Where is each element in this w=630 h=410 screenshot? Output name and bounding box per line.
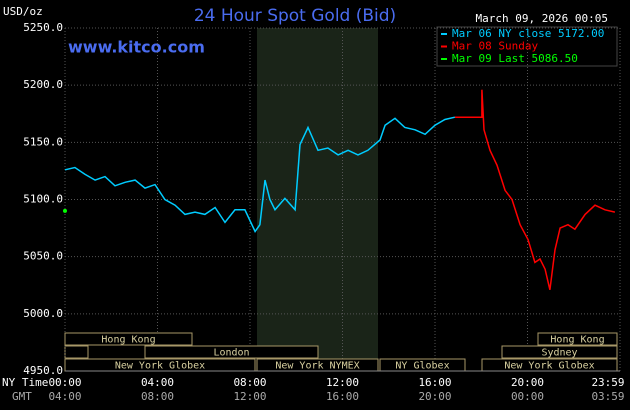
legend-box xyxy=(436,26,618,67)
x-tick-label-gmt: 04:00 xyxy=(48,390,81,403)
session-box xyxy=(64,332,193,346)
session-label: Hong Kong xyxy=(101,335,155,346)
data-point xyxy=(63,208,67,213)
y-tick-label: 5250.0 xyxy=(23,21,63,34)
x-tick-label: 08:00 xyxy=(233,376,266,389)
session-label: New York Globex xyxy=(504,361,594,372)
session-label: Sydney xyxy=(541,348,577,359)
y-tick-label: 5000.0 xyxy=(23,307,63,320)
session-box xyxy=(144,345,319,359)
session-label: Hong Kong xyxy=(550,335,604,346)
session-label: NY Globex xyxy=(395,361,449,372)
x-tick-label: 04:00 xyxy=(141,376,174,389)
session-box xyxy=(501,345,618,359)
watermark: www.kitco.com xyxy=(68,38,205,57)
y-tick-label: 5150.0 xyxy=(23,135,63,148)
session-label: New York NYMEX xyxy=(275,361,359,372)
series-line xyxy=(454,89,616,290)
y-tick-label: 5100.0 xyxy=(23,193,63,206)
x-tick-label: 00:00 xyxy=(48,376,81,389)
legend-label: Mar 09 Last 5086.50 xyxy=(452,52,578,65)
session-label: New York Globex xyxy=(115,361,205,372)
timestamp: March 09, 2026 00:05 xyxy=(476,12,608,25)
x-tick-label-gmt: 08:00 xyxy=(141,390,174,403)
legend-label: Mar 06 NY close 5172.00 xyxy=(452,27,604,40)
x-axis-label: NY Time xyxy=(2,376,48,389)
chart-title: 24 Hour Spot Gold (Bid) xyxy=(194,6,396,26)
session-label: London xyxy=(213,348,249,359)
y-tick-label: 4950.0 xyxy=(23,364,63,377)
y-tick-label: 5050.0 xyxy=(23,250,63,263)
x-tick-label-gmt: 03:59 xyxy=(591,390,624,403)
session-box xyxy=(64,345,89,359)
series-line xyxy=(64,116,456,233)
x-tick-label: 12:00 xyxy=(326,376,359,389)
x-tick-label: 20:00 xyxy=(511,376,544,389)
unit-label: USD/oz xyxy=(3,5,43,18)
x-tick-label-gmt: 20:00 xyxy=(418,390,451,403)
legend-label: Mar 08 Sunday xyxy=(452,40,538,53)
x-axis-label: GMT xyxy=(12,390,32,403)
x-tick-label-gmt: 00:00 xyxy=(511,390,544,403)
x-tick-label: 16:00 xyxy=(418,376,451,389)
x-tick-label-gmt: 12:00 xyxy=(233,390,266,403)
x-tick-label-gmt: 16:00 xyxy=(326,390,359,403)
y-tick-label: 5200.0 xyxy=(23,78,63,91)
session-box xyxy=(537,332,618,346)
x-tick-label: 23:59 xyxy=(591,376,624,389)
